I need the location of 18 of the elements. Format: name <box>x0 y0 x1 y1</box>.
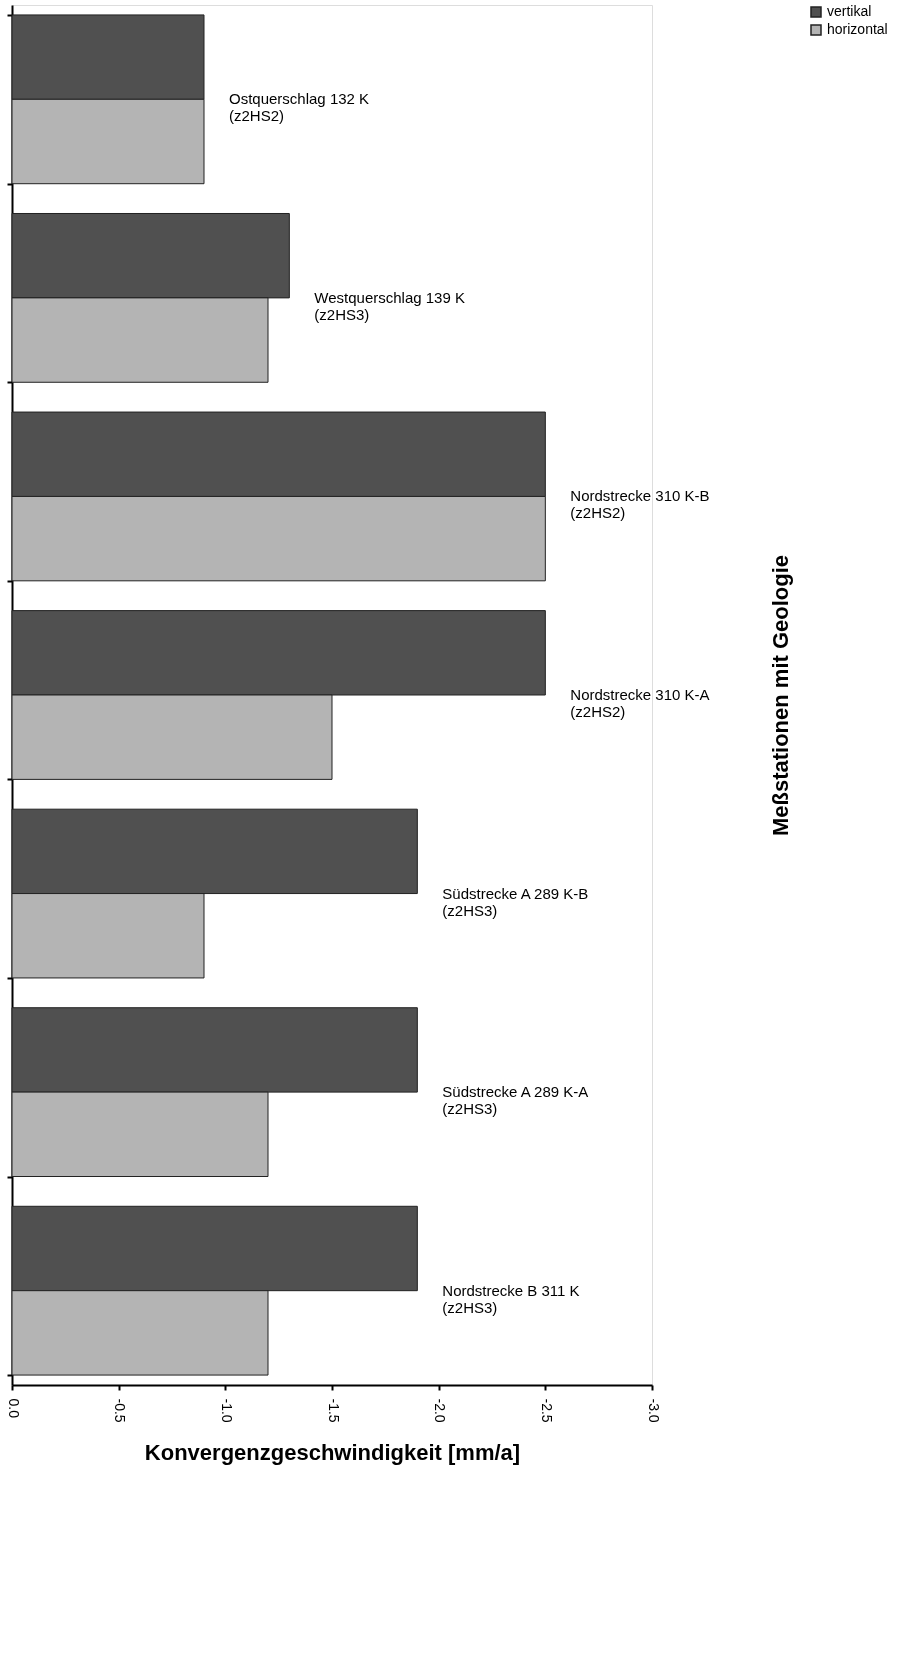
x-tick-label: -3.0 <box>645 1398 662 1423</box>
x-axis-title: Konvergenzgeschwindigkeit [mm/a] <box>144 1439 521 1465</box>
x-tick-label: -1.5 <box>325 1398 342 1423</box>
legend-label: vertikal <box>827 3 872 19</box>
legend-label: horizontal <box>827 21 888 37</box>
x-tick-label: -0.5 <box>112 1398 129 1423</box>
y-tick-label: Südstrecke A 289 K-B (z2HS3) <box>442 884 589 919</box>
y-tick-label: Ostquerschlag 132 K (z2HS2) <box>229 90 370 125</box>
y-tick-label: Nordstrecke 310 K-B (z2HS2) <box>570 487 710 522</box>
y-tick-label: Nordstrecke B 311 K (z2HS3) <box>442 1281 580 1316</box>
y-tick-label: Südstrecke A 289 K-A (z2HS3) <box>442 1083 589 1118</box>
x-tick-label: -2.5 <box>538 1398 555 1423</box>
x-tick-label: -1.0 <box>218 1398 235 1423</box>
y-axis-title: Meßstationen mit Geologie <box>767 554 793 837</box>
y-tick-label: Westquerschlag 139 K (z2HS3) <box>314 288 465 323</box>
x-tick-label: -2.0 <box>432 1398 449 1423</box>
y-tick-label: Nordstrecke 310 K-A (z2HS2) <box>570 686 710 720</box>
x-tick-label: 0.0 <box>5 1398 22 1419</box>
